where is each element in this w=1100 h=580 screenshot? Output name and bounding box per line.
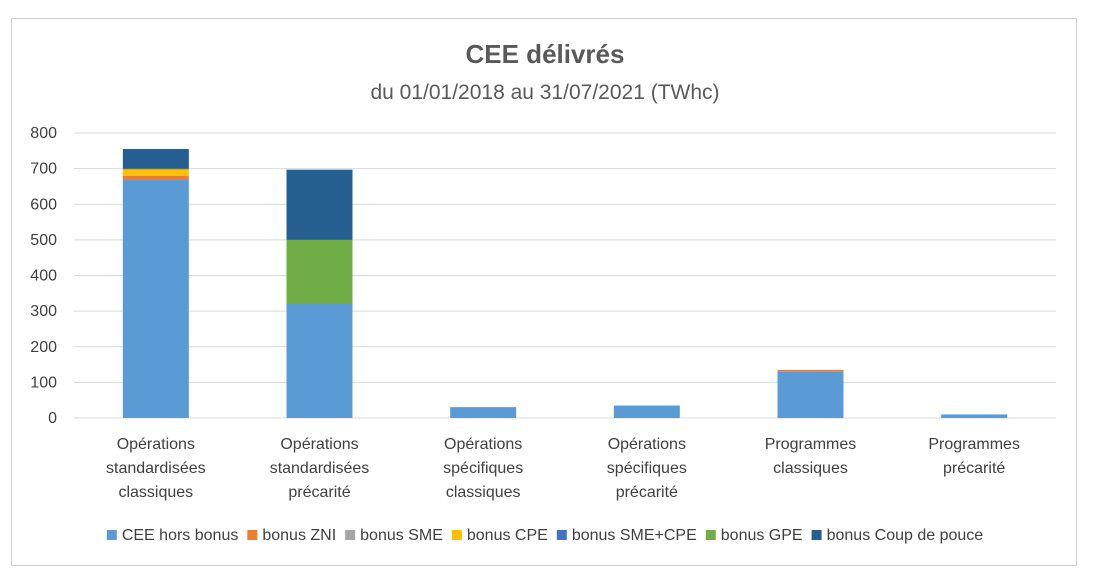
bars <box>122 149 1008 418</box>
legend-item: bonus GPE <box>705 527 803 544</box>
legend-label: bonus ZNI <box>262 527 336 544</box>
y-tick-label: 700 <box>30 161 57 178</box>
bar-segment <box>613 405 680 418</box>
x-category-label: Opérations standardisées précarité <box>270 436 370 501</box>
x-category-label-line: Opérations <box>117 436 195 453</box>
legend-swatch <box>345 530 356 540</box>
x-category-label-line: classiques <box>773 460 848 477</box>
y-tick-label: 600 <box>30 196 57 213</box>
bar-segment <box>450 407 517 418</box>
x-category-label: Opérations standardisées classiques <box>106 436 206 501</box>
legend-item: bonus ZNI <box>247 527 336 544</box>
y-tick-label: 400 <box>30 268 57 285</box>
x-category-label: Opérations spécifiques précarité <box>607 436 687 501</box>
x-category-label: Programmes précarité <box>928 436 1020 477</box>
legend-swatch <box>106 530 117 540</box>
chart-title: CEE délivrés <box>466 39 625 69</box>
y-tick-label: 0 <box>48 410 57 427</box>
bar-segment <box>286 304 353 418</box>
legend-item: bonus SME <box>345 527 443 544</box>
bar-segment <box>941 414 1008 418</box>
legend-label: bonus GPE <box>721 527 803 544</box>
y-tick-label: 300 <box>30 303 57 320</box>
x-category-label-line: classiques <box>446 484 521 501</box>
y-tick-label: 200 <box>30 339 57 356</box>
legend-swatch <box>811 530 822 540</box>
legend: CEE hors bonus bonus ZNI bonus SME bonus CP… <box>106 527 984 544</box>
gridlines <box>74 132 1056 419</box>
legend-swatch <box>247 530 258 540</box>
x-category-label-line: Opérations <box>444 436 522 453</box>
x-axis: Opérations standardisées classiquesOpérati… <box>106 436 1020 501</box>
y-tick-label: 100 <box>30 374 57 391</box>
bar-segment <box>777 371 844 418</box>
bar-segment <box>286 239 353 304</box>
legend-label: bonus SME+CPE <box>572 527 697 544</box>
bar-segment <box>122 168 189 170</box>
y-axis: 0 100 200 300 400 500 600 700 800 <box>30 125 57 427</box>
x-category-label-line: Opérations <box>280 436 358 453</box>
legend-swatch <box>705 530 716 540</box>
legend-item: bonus CPE <box>451 527 548 544</box>
chart: CEE délivrés du 01/01/2018 au 31/07/2021… <box>30 39 1056 544</box>
x-category-label-line: standardisées <box>106 460 206 477</box>
x-category-label-line: standardisées <box>270 460 370 477</box>
bar-segment <box>777 369 844 372</box>
x-category-label-line: précarité <box>288 484 350 501</box>
x-category-label: Programmes classiques <box>765 436 857 477</box>
x-category-label: Opérations spécifiques classiques <box>443 436 523 501</box>
legend-label: bonus Coup de pouce <box>827 527 984 544</box>
y-tick-label: 500 <box>30 232 57 249</box>
x-category-label-line: Programmes <box>765 436 857 453</box>
legend-item: CEE hors bonus <box>106 527 239 544</box>
y-tick-label: 800 <box>30 125 57 142</box>
legend-label: bonus SME <box>360 527 443 544</box>
bar-segment <box>122 180 189 418</box>
x-category-label-line: Opérations <box>608 436 686 453</box>
x-category-label-line: spécifiques <box>443 460 523 477</box>
x-category-label-line: précarité <box>616 484 678 501</box>
bar-segment <box>122 149 189 169</box>
bar-segment <box>122 175 189 181</box>
legend-label: bonus CPE <box>467 527 548 544</box>
legend-item: bonus SME+CPE <box>556 527 697 544</box>
x-category-label-line: spécifiques <box>607 460 687 477</box>
x-category-label-line: classiques <box>118 484 193 501</box>
bar-segment <box>122 169 189 176</box>
chart-frame: CEE délivrés du 01/01/2018 au 31/07/2021… <box>11 18 1077 566</box>
x-category-label-line: Programmes <box>928 436 1020 453</box>
legend-label: CEE hors bonus <box>122 527 239 544</box>
legend-swatch <box>451 530 462 540</box>
bar-segment <box>286 169 353 240</box>
x-category-label-line: précarité <box>943 460 1005 477</box>
legend-item: bonus Coup de pouce <box>811 527 984 544</box>
legend-swatch <box>556 530 567 540</box>
chart-subtitle: du 01/01/2018 au 31/07/2021 (TWhc) <box>370 81 719 104</box>
